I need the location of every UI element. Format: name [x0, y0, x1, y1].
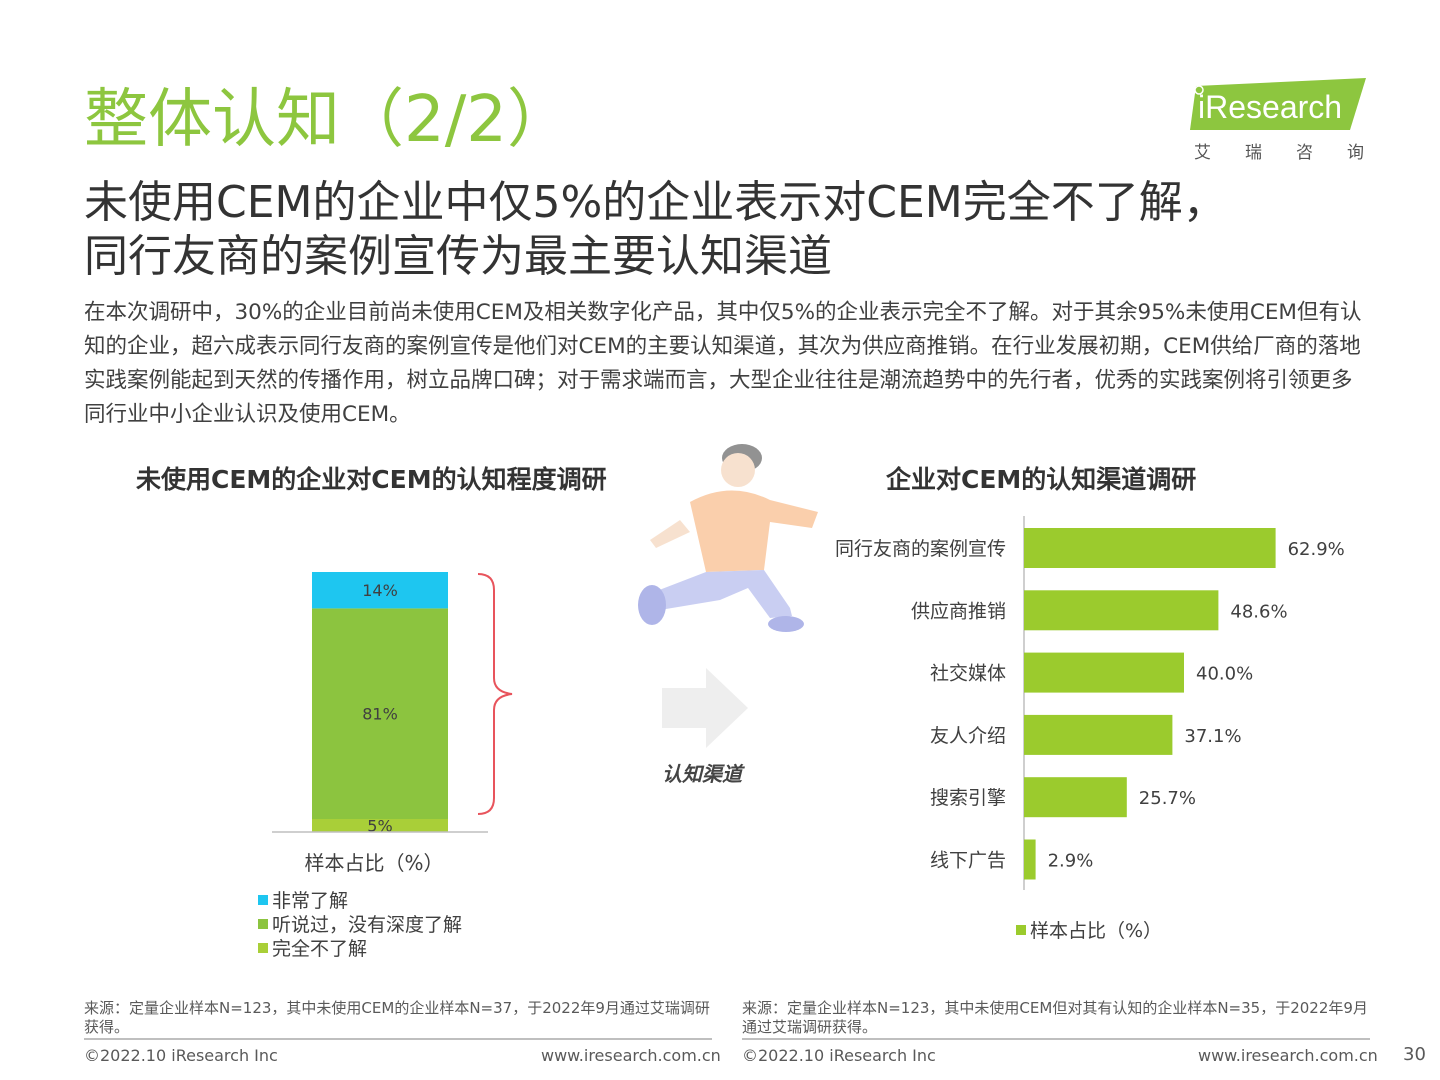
channel-bar-0 [1024, 528, 1276, 568]
left-legend: 非常了解 听说过，没有深度了解 完全不了解 [258, 889, 462, 961]
legend-swatch-very-familiar [258, 894, 268, 905]
legend-label-very-familiar: 非常了解 [272, 890, 349, 912]
legend-swatch-unaware [258, 942, 268, 953]
legend-swatch-heard [258, 918, 268, 929]
channel-bar-4 [1024, 777, 1127, 818]
arrow-right-icon [662, 668, 748, 748]
runner-illustration-icon [638, 444, 818, 632]
data-label-3: 37.1% [1184, 726, 1241, 747]
bar-segment-heard [312, 608, 448, 819]
legend-item-unaware: 完全不了解 [258, 937, 462, 961]
page-title: 整体认知（2/2） [84, 83, 571, 157]
logo-dot-icon [1194, 85, 1204, 95]
channel-bar-chart: 同行友商的案例宣传 62.9% 供应商推销 48.6% 社交媒体 40.0% 友人介绍 37.… [835, 516, 1345, 890]
data-label-0: 62.9% [1288, 539, 1345, 560]
logo-chinese: 艾瑞咨询 [1194, 143, 1398, 163]
headline-line-2: 同行友商的案例宣传为最主要认知渠道 [84, 231, 832, 282]
left-website-link[interactable]: www.iresearch.com.cn [541, 1046, 721, 1065]
left-chart-title: 未使用CEM的企业对CEM的认知程度调研 [136, 465, 607, 494]
category-label-4: 搜索引擎 [930, 787, 1006, 809]
channel-bar-5 [1024, 839, 1036, 880]
channel-bar-2 [1024, 652, 1184, 693]
bracket-icon [477, 573, 513, 815]
headline-line-1: 未使用CEM的企业中仅5%的企业表示对CEM完全不了解， [84, 177, 1227, 228]
data-label-very-familiar: 14% [362, 581, 398, 600]
left-footer-divider [84, 1038, 712, 1040]
data-label-2: 40.0% [1196, 664, 1253, 685]
data-label-4: 25.7% [1139, 788, 1196, 809]
category-label-3: 友人介绍 [930, 725, 1006, 747]
legend-swatch-sample [1016, 924, 1026, 935]
summary-paragraph: 在本次调研中，30%的企业目前尚未使用CEM及相关数字化产品，其中仅5%的企业表… [84, 300, 1362, 427]
legend-item-heard: 听说过，没有深度了解 [258, 913, 462, 937]
data-label-unaware: 5% [367, 817, 392, 836]
awareness-stacked-chart: 5% 81% 14% 样本占比（%） [272, 572, 513, 875]
right-footer-divider [742, 1038, 1370, 1040]
category-label-0: 同行友商的案例宣传 [835, 538, 1006, 560]
bar-segment-unaware [312, 819, 448, 832]
right-website-link[interactable]: www.iresearch.com.cn [1198, 1046, 1378, 1065]
right-legend: 样本占比（%） [1016, 919, 1162, 943]
right-chart-title: 企业对CEM的认知渠道调研 [886, 465, 1197, 494]
iresearch-logo: iResearch [1190, 78, 1366, 130]
page-number: 30 [1403, 1044, 1426, 1065]
logo-word-text: iResearch [1198, 89, 1342, 125]
channel-bar-1 [1024, 590, 1219, 631]
channel-bar-3 [1024, 714, 1173, 755]
legend-item-very-familiar: 非常了解 [258, 889, 462, 913]
legend-label-heard: 听说过，没有深度了解 [272, 914, 463, 936]
bar-segment-very-familiar [312, 572, 448, 609]
category-label-2: 社交媒体 [930, 663, 1006, 685]
x-category-label: 样本占比（%） [304, 851, 443, 875]
legend-label-unaware: 完全不了解 [272, 938, 368, 960]
logo-badge-shape [1190, 78, 1366, 130]
channel-label: 认知渠道 [662, 762, 742, 786]
right-source-note: 来源：定量企业样本N=123，其中未使用CEM但对其有认知的企业样本N=35，于… [742, 999, 1368, 1036]
left-copyright: ©2022.10 iResearch Inc [84, 1046, 278, 1065]
category-label-5: 线下广告 [930, 850, 1006, 872]
data-label-heard: 81% [362, 705, 398, 724]
right-copyright: ©2022.10 iResearch Inc [742, 1046, 936, 1065]
data-label-5: 2.9% [1048, 851, 1094, 872]
left-source-note: 来源：定量企业样本N=123，其中未使用CEM的企业样本N=37，于2022年9… [84, 999, 710, 1036]
headline: 未使用CEM的企业中仅5%的企业表示对CEM完全不了解， 同行友商的案例宣传为最… [84, 176, 1374, 284]
data-label-1: 48.6% [1230, 601, 1287, 622]
category-label-1: 供应商推销 [911, 600, 1006, 622]
legend-label-sample: 样本占比（%） [1030, 920, 1163, 942]
